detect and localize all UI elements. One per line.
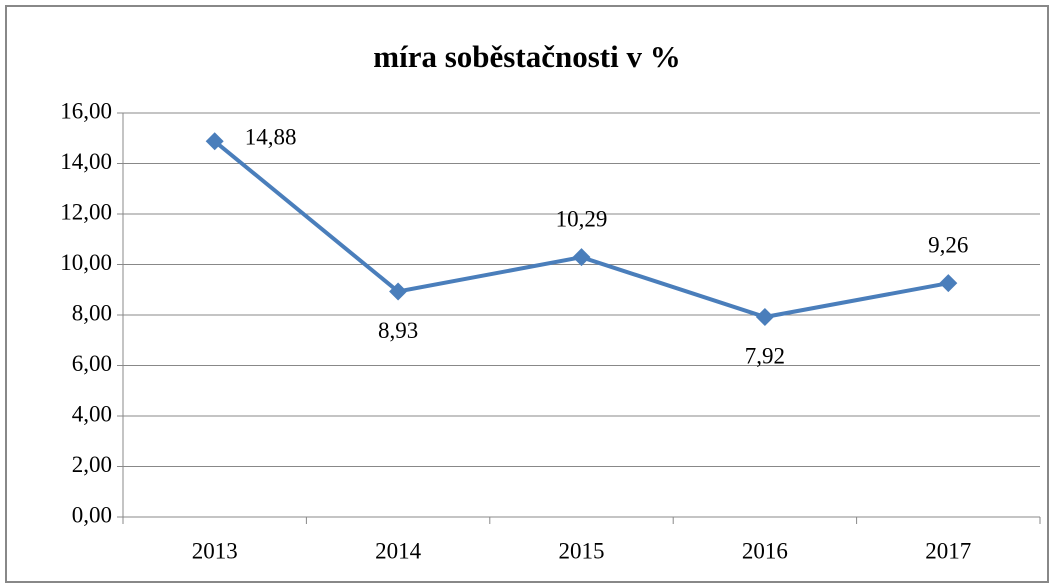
data-label: 8,93 [378,318,418,343]
y-tick-label: 14,00 [60,149,112,174]
x-tick-label: 2014 [375,538,422,563]
y-tick-label: 2,00 [72,452,112,477]
y-tick-label: 12,00 [60,199,112,224]
data-label: 9,26 [928,232,968,257]
x-tick-label: 2017 [925,538,971,563]
marker [205,132,224,151]
x-tick-label: 2015 [559,538,605,563]
chart-title: míra soběstačnosti v % [373,39,680,74]
marker [755,308,774,327]
y-tick-label: 8,00 [72,300,112,325]
y-tick-label: 4,00 [72,401,112,426]
marker [572,248,591,267]
data-label: 10,29 [556,206,608,231]
data-label: 14,88 [245,125,297,150]
y-tick-label: 16,00 [60,98,112,123]
data-label: 7,92 [745,343,785,368]
y-tick-label: 6,00 [72,351,112,376]
y-tick-label: 0,00 [72,502,112,527]
x-tick-label: 2013 [192,538,238,563]
chart-frame [5,5,1049,583]
marker [389,282,408,301]
x-tick-label: 2016 [742,538,788,563]
y-tick-label: 10,00 [60,250,112,275]
marker [939,274,958,293]
